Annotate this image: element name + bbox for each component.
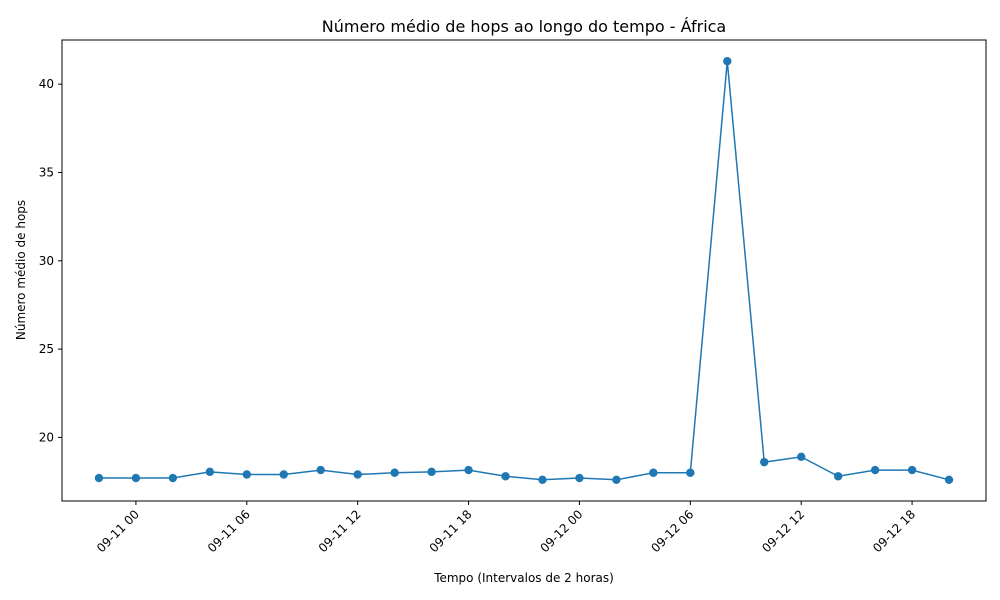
data-point [649,468,658,477]
y-axis-ticks: 20 25 30 35 40 [39,77,62,444]
data-point [131,473,141,483]
plot-area [62,40,986,501]
chart-title: Número médio de hops ao longo do tempo -… [322,17,726,36]
plot-frame [61,39,987,502]
y-tick-label: 40 [39,77,54,91]
y-tick-label: 35 [39,165,54,179]
data-point [870,465,880,475]
y-tick-label: 30 [39,254,54,268]
data-point [427,467,436,477]
data-point [538,475,547,484]
data-point [797,452,806,462]
x-axis-ticks: 09-11 00 09-11 06 09-11 12 09-11 18 09-12 00… [94,501,918,555]
x-tick-label: 09-12 06 [648,507,696,555]
x-tick-label: 09-11 00 [94,507,142,555]
data-point [575,473,584,483]
data-point [316,465,325,475]
series-group [94,57,954,484]
data-point [464,465,473,475]
data-point [760,457,769,467]
series-line [98,61,950,481]
data-point [612,475,621,484]
x-tick-label: 09-11 12 [316,507,364,555]
x-tick-label: 09-11 18 [427,507,475,555]
data-point [723,57,732,66]
data-point [168,473,178,483]
y-tick-label: 20 [39,430,54,444]
data-point [907,465,917,475]
y-axis-label: Número médio de hops [14,200,28,340]
data-point [353,470,362,479]
data-point [686,468,695,477]
y-tick-label: 25 [39,342,54,356]
data-point [390,468,399,477]
x-tick-label: 09-12 18 [870,507,918,555]
data-point [944,475,954,484]
data-point [501,472,510,481]
x-tick-label: 09-11 06 [205,507,253,555]
x-tick-label: 09-12 00 [538,507,586,555]
data-point [94,473,104,483]
data-point [833,472,843,481]
x-tick-label: 09-12 12 [759,507,807,555]
data-point [279,470,288,479]
x-axis-label: Tempo (Intervalos de 2 horas) [433,571,614,585]
data-point [205,467,215,477]
data-point [242,470,251,479]
